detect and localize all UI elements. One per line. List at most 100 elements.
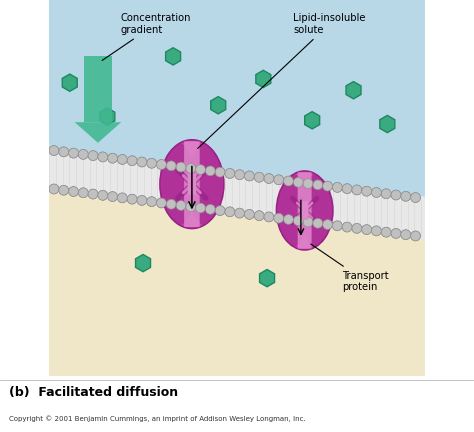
- Circle shape: [332, 221, 342, 231]
- Circle shape: [401, 230, 410, 240]
- Circle shape: [176, 200, 186, 210]
- Circle shape: [166, 199, 176, 209]
- Circle shape: [332, 182, 342, 192]
- Polygon shape: [83, 57, 112, 122]
- Circle shape: [410, 193, 420, 203]
- Circle shape: [313, 219, 323, 228]
- Circle shape: [313, 219, 323, 228]
- Circle shape: [332, 182, 342, 192]
- Circle shape: [118, 193, 127, 203]
- Circle shape: [59, 147, 69, 157]
- Circle shape: [332, 221, 342, 231]
- Circle shape: [118, 155, 127, 164]
- Circle shape: [303, 217, 313, 227]
- Circle shape: [78, 188, 88, 198]
- Circle shape: [88, 189, 98, 199]
- Circle shape: [401, 191, 410, 201]
- Circle shape: [118, 193, 127, 203]
- Circle shape: [156, 160, 166, 169]
- Polygon shape: [49, 0, 425, 197]
- Circle shape: [196, 203, 205, 213]
- Circle shape: [283, 176, 293, 186]
- Circle shape: [303, 217, 313, 227]
- Circle shape: [127, 156, 137, 165]
- Circle shape: [254, 211, 264, 220]
- Circle shape: [303, 179, 313, 188]
- Circle shape: [352, 223, 362, 233]
- Circle shape: [196, 165, 205, 175]
- Circle shape: [215, 167, 225, 177]
- Polygon shape: [74, 122, 121, 143]
- Circle shape: [98, 152, 108, 162]
- Circle shape: [137, 196, 147, 205]
- Circle shape: [372, 187, 381, 197]
- Circle shape: [401, 191, 410, 201]
- Circle shape: [127, 194, 137, 204]
- Circle shape: [362, 186, 372, 196]
- Ellipse shape: [160, 140, 224, 229]
- Circle shape: [205, 204, 215, 214]
- Circle shape: [186, 163, 196, 173]
- Ellipse shape: [276, 171, 333, 250]
- Circle shape: [225, 207, 235, 217]
- Circle shape: [49, 184, 59, 194]
- Ellipse shape: [277, 174, 308, 247]
- Circle shape: [303, 179, 313, 188]
- Circle shape: [186, 202, 196, 212]
- Circle shape: [215, 206, 225, 216]
- Circle shape: [156, 198, 166, 208]
- Circle shape: [245, 171, 254, 181]
- Circle shape: [137, 196, 147, 205]
- Circle shape: [186, 202, 196, 212]
- Circle shape: [118, 155, 127, 164]
- Circle shape: [381, 189, 391, 199]
- Polygon shape: [260, 270, 274, 287]
- Circle shape: [372, 187, 381, 197]
- Circle shape: [108, 192, 118, 201]
- Circle shape: [59, 185, 69, 195]
- Circle shape: [49, 184, 59, 194]
- Circle shape: [147, 159, 156, 168]
- Circle shape: [410, 231, 420, 241]
- Circle shape: [59, 147, 69, 157]
- Polygon shape: [49, 190, 425, 376]
- Circle shape: [108, 192, 118, 201]
- Circle shape: [274, 213, 283, 223]
- FancyBboxPatch shape: [184, 141, 200, 227]
- Circle shape: [78, 149, 88, 159]
- Circle shape: [69, 187, 78, 197]
- Circle shape: [166, 161, 176, 171]
- Circle shape: [401, 230, 410, 240]
- Circle shape: [78, 188, 88, 198]
- Polygon shape: [256, 70, 271, 88]
- Circle shape: [205, 166, 215, 176]
- FancyBboxPatch shape: [298, 172, 311, 249]
- Circle shape: [391, 190, 401, 200]
- Circle shape: [108, 153, 118, 163]
- FancyBboxPatch shape: [188, 174, 196, 195]
- Circle shape: [362, 225, 372, 235]
- Circle shape: [69, 148, 78, 158]
- Circle shape: [283, 215, 293, 224]
- Circle shape: [88, 151, 98, 161]
- Circle shape: [283, 215, 293, 224]
- Polygon shape: [188, 142, 203, 159]
- Circle shape: [166, 161, 176, 171]
- Circle shape: [156, 198, 166, 208]
- Circle shape: [98, 191, 108, 200]
- Polygon shape: [346, 82, 361, 99]
- Circle shape: [137, 157, 147, 167]
- Circle shape: [372, 226, 381, 236]
- Circle shape: [225, 168, 235, 178]
- Circle shape: [313, 180, 323, 190]
- Circle shape: [59, 185, 69, 195]
- Circle shape: [235, 170, 245, 180]
- Circle shape: [127, 194, 137, 204]
- Circle shape: [147, 197, 156, 206]
- Circle shape: [342, 222, 352, 232]
- Circle shape: [235, 208, 245, 218]
- Circle shape: [137, 157, 147, 167]
- Circle shape: [342, 184, 352, 194]
- Circle shape: [274, 175, 283, 184]
- Polygon shape: [380, 115, 395, 133]
